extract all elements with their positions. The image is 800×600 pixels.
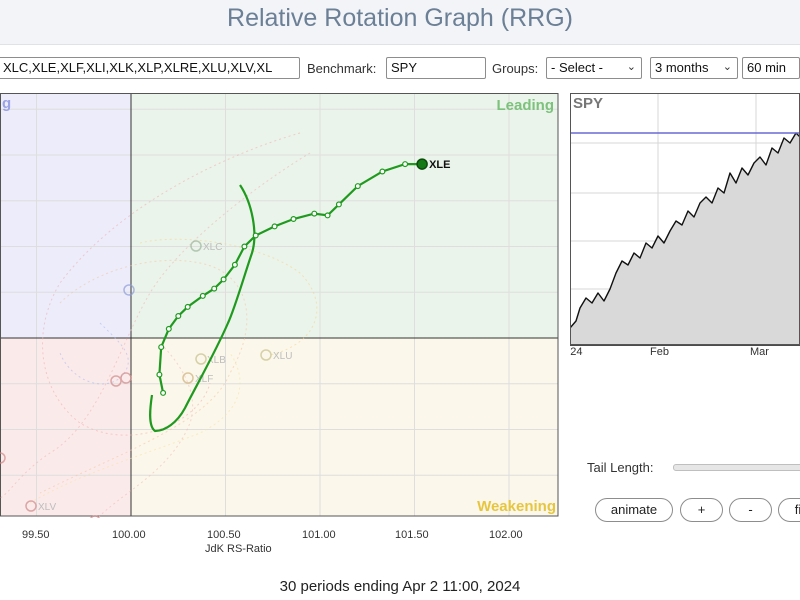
xle-tail-point — [165, 325, 172, 332]
animate-button[interactable]: animate — [595, 498, 673, 522]
xle-tail-points — [156, 161, 409, 396]
xle-tail-point — [199, 292, 206, 299]
xle-tail-point — [311, 210, 318, 217]
improving-quadrant-label: g — [2, 95, 11, 112]
title-bar: Relative Rotation Graph (RRG) — [0, 0, 800, 45]
faded-marker-red-1 — [110, 375, 122, 387]
xle-tail-point — [241, 243, 248, 250]
tail-length-slider[interactable] — [673, 464, 800, 471]
faded-tails — [0, 132, 318, 518]
xle-tail-point — [184, 303, 191, 310]
faded-label-xlf: XLF — [195, 374, 213, 385]
xle-tail-point — [156, 371, 163, 378]
xle-tail-point — [158, 344, 165, 351]
xle-tail-point — [211, 285, 218, 292]
faded-marker-red-2 — [120, 372, 132, 384]
rrg-plot-border — [0, 93, 559, 517]
x-tick-label: 100.00 — [112, 529, 146, 541]
mini-x-tick-label: 2024 — [570, 346, 582, 358]
faded-marker-xlb — [195, 353, 207, 365]
xle-tail-point — [252, 232, 259, 239]
faded-marker-xlu — [260, 349, 272, 361]
faded-label-xlc: XLC — [203, 242, 222, 253]
chevron-down-icon: ⌄ — [722, 61, 732, 73]
faded-marker-red-3 — [0, 452, 6, 464]
xle-tail-point — [231, 261, 238, 268]
faded-label-xlu: XLU — [273, 351, 292, 362]
faded-marker-xlc — [190, 240, 202, 252]
xle-tail-point — [175, 313, 182, 320]
period-select[interactable]: 3 months ⌄ — [650, 57, 738, 79]
faded-tail-7 — [97, 342, 194, 518]
faded-tail-6 — [29, 352, 241, 504]
xle-head-marker — [416, 158, 428, 170]
groups-select-value: - Select - — [551, 60, 604, 75]
weakening-quadrant — [131, 338, 558, 516]
xle-tail-point — [335, 201, 342, 208]
step-forward-button[interactable]: + — [680, 498, 723, 522]
xle-tail-point — [290, 215, 297, 222]
xle-tail-point — [271, 223, 278, 230]
xle-tail-point — [220, 276, 227, 283]
x-axis-label: JdK RS-Ratio — [205, 543, 272, 555]
faded-tail-4 — [39, 259, 248, 494]
x-tick-label: 101.00 — [302, 529, 336, 541]
improving-quadrant — [0, 93, 131, 338]
lagging-quadrant — [0, 338, 131, 516]
faded-marker-red-4 — [90, 515, 100, 518]
symbols-input[interactable]: XLC,XLE,XLF,XLI,XLK,XLP,XLRE,XLU,XLV,XL — [0, 57, 300, 79]
xle-tail-point — [379, 168, 386, 175]
faded-tail-2 — [0, 152, 311, 499]
spy-price-area — [570, 132, 800, 346]
interval-select[interactable]: 60 min — [742, 57, 800, 79]
xle-tail-point — [160, 389, 167, 396]
faded-tail-1 — [42, 132, 301, 436]
benchmark-input[interactable]: SPY — [386, 57, 486, 79]
step-back-button[interactable]: - — [729, 498, 772, 522]
interval-select-value: 60 min — [747, 60, 787, 75]
xle-tail-point — [324, 212, 331, 219]
mini-x-tick-label: Feb — [650, 346, 669, 358]
faded-tail-3 — [139, 238, 318, 356]
controls-bar: XLC,XLE,XLF,XLI,XLK,XLP,XLRE,XLU,XLV,XL … — [0, 57, 800, 83]
benchmark-label: Benchmark: — [307, 61, 377, 76]
tail-length-label: Tail Length: — [587, 460, 654, 475]
faded-marker-xlv — [25, 500, 37, 512]
period-select-value: 3 months — [655, 60, 709, 75]
faded-marker-blue — [123, 284, 135, 296]
page-title: Relative Rotation Graph (RRG) — [227, 4, 573, 32]
x-tick-label: 100.50 — [207, 529, 241, 541]
quadrant-backgrounds — [0, 93, 558, 516]
leading-quadrant-label: Leading — [496, 97, 554, 114]
rrg-chart: XLC XLB XLU XLF XLV XLE Leading g Weaken… — [0, 93, 559, 518]
xle-tail-point — [354, 183, 361, 190]
faded-symbol-labels: XLC XLB XLU XLF XLV — [38, 242, 292, 513]
mini-x-tick-label: Mar — [750, 346, 769, 358]
mini-chart-symbol: SPY — [573, 95, 603, 112]
periods-footer: 30 periods ending Apr 2 11:00, 2024 — [279, 578, 521, 595]
x-tick-label: 101.50 — [395, 529, 429, 541]
faded-label-xlb: XLB — [207, 355, 226, 366]
x-tick-label: 102.00 — [489, 529, 523, 541]
xle-early-tail — [149, 184, 256, 433]
weakening-quadrant-label: Weakening — [477, 498, 556, 515]
xle-tail-point — [402, 161, 409, 168]
benchmark-mini-chart: SPY 2024 Feb Mar — [570, 93, 800, 358]
x-tick-label: 99.50 — [22, 529, 50, 541]
chevron-down-icon: ⌄ — [626, 61, 636, 73]
benchmark-input-value: SPY — [391, 60, 418, 75]
groups-label: Groups: — [492, 61, 539, 76]
fit-button[interactable]: fi — [778, 498, 800, 522]
faded-marker-xlf — [182, 372, 194, 384]
xle-label: XLE — [429, 159, 450, 171]
faded-label-xlv: XLV — [38, 502, 56, 513]
symbols-input-value: XLC,XLE,XLF,XLI,XLK,XLP,XLRE,XLU,XLV,XL — [3, 60, 273, 75]
groups-select[interactable]: - Select - ⌄ — [546, 57, 642, 79]
faded-markers — [0, 240, 272, 518]
